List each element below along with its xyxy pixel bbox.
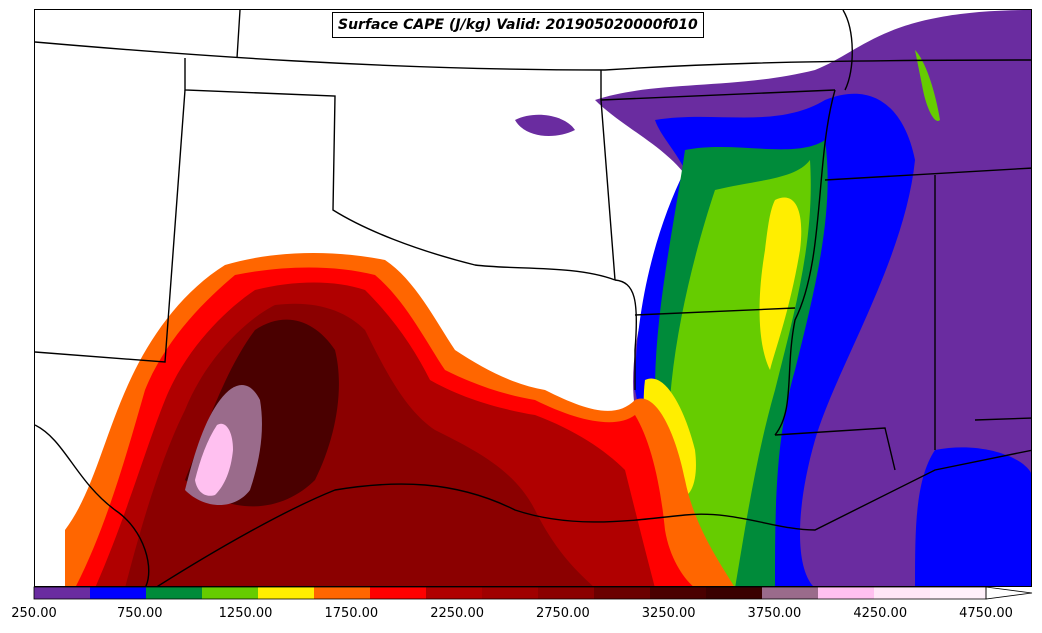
colorbar-bin-2500	[538, 587, 595, 599]
colorbar-tick-label: 3750.00	[747, 606, 802, 621]
colorbar-bin-250	[34, 587, 91, 599]
colorbar-tick-label: 4750.00	[959, 606, 1013, 621]
state-line-east-top	[842, 10, 853, 91]
colorbar-bin-1500	[314, 587, 371, 599]
cape-map	[34, 9, 1032, 587]
texas-coast	[156, 449, 1031, 586]
colorbar-bin-1000	[202, 587, 259, 599]
state-line-nm-tx	[35, 89, 186, 363]
state-line-al-fl	[974, 417, 1031, 421]
colorbar-bin-4000	[874, 587, 931, 599]
colorbar-bin-3750	[818, 587, 875, 599]
state-line-kansas-mo	[600, 89, 836, 101]
colorbar-extend-max	[985, 586, 1033, 600]
state-line-north	[35, 41, 1031, 71]
cape-fill-250-nw	[515, 114, 575, 136]
colorbar-bin-1750	[370, 587, 427, 599]
colorbar-bin-1250	[258, 587, 315, 599]
state-line-tn	[824, 167, 1031, 181]
cape-fill-500-east	[915, 447, 1031, 586]
colorbar-bin-4250	[930, 587, 987, 599]
colorbar-tick-label: 1250.00	[218, 606, 273, 621]
colorbar-tick-label: 250.00	[11, 606, 57, 621]
colorbar-bin-2000	[426, 587, 483, 599]
map-title: Surface CAPE (J/kg) Valid: 201905020000f…	[332, 12, 704, 38]
colorbar-tick-label: 750.00	[117, 606, 163, 621]
colorbar-bin-750	[146, 587, 203, 599]
cape-fill-ne-streak	[915, 50, 940, 121]
colorbar-outline	[33, 586, 987, 600]
state-line-la-ms	[774, 427, 896, 471]
state-line-ms-river	[774, 89, 836, 436]
colorbar-bins	[33, 586, 1033, 600]
colorbar-bin-3500	[762, 587, 819, 599]
colorbar-bin-2250	[482, 587, 539, 599]
cape-fill-gulf-pink	[195, 423, 233, 496]
colorbar-tick-label: 4250.00	[853, 606, 908, 621]
colorbar-tick-label: 3250.00	[641, 606, 696, 621]
cape-field	[35, 10, 1031, 586]
cape-fill-1250	[759, 197, 802, 370]
colorbar-bin-3250	[706, 587, 763, 599]
colorbar-tick-label: 2250.00	[430, 606, 484, 621]
state-line-west-top	[236, 10, 241, 59]
state-line-ok-tx	[614, 279, 638, 390]
political-boundaries	[35, 10, 1031, 586]
state-line-ar-la	[634, 307, 796, 316]
colorbar	[33, 586, 1033, 600]
colorbar-bin-3000	[650, 587, 707, 599]
cape-contours	[65, 10, 1031, 586]
colorbar-bin-2750	[594, 587, 651, 599]
colorbar-tick-label: 1750.00	[324, 606, 379, 621]
state-line-co-nm	[184, 58, 616, 281]
colorbar-tick-label: 2750.00	[535, 606, 590, 621]
state-line-border-west	[35, 424, 150, 586]
colorbar-bin-500	[90, 587, 147, 599]
